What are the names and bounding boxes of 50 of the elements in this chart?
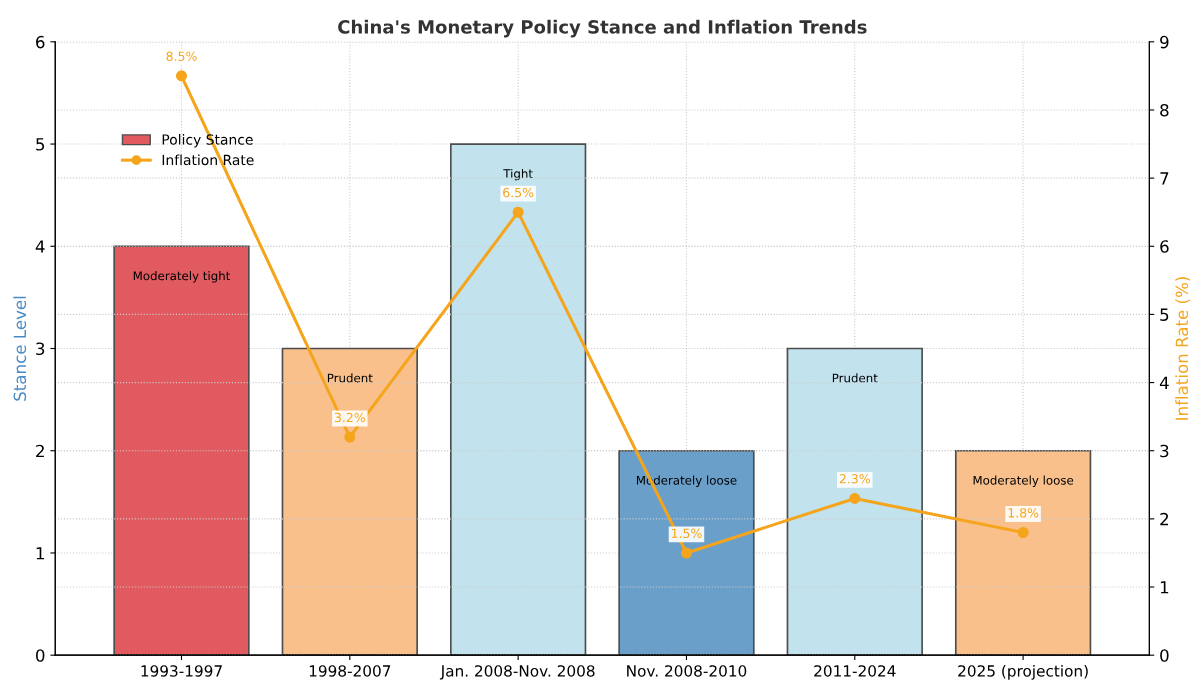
chart-title: China's Monetary Policy Stance and Inflation Trends — [338, 19, 867, 38]
data-label: 1.5% — [671, 528, 702, 539]
point — [175, 70, 188, 82]
point — [1017, 526, 1029, 539]
x-tick-label: Jan. 2008-Nov. 2008 — [439, 665, 595, 680]
data-label: 8.5% — [166, 51, 197, 61]
y-tick-label: 3 — [36, 342, 45, 356]
bar — [449, 143, 587, 656]
x-tick-label: Nov. 2008-2010 — [627, 665, 747, 677]
y2-tick-label: 2 — [1160, 512, 1169, 526]
y-tick-label: 0 — [36, 649, 45, 662]
data-label: 1.8% — [1008, 508, 1039, 518]
y2-tick-label: 0 — [1160, 649, 1169, 662]
y2-tick-label: 1 — [1160, 581, 1169, 594]
point — [512, 206, 524, 218]
y2-tick-label: 3 — [1160, 444, 1169, 458]
data-label: 6.5% — [503, 187, 534, 198]
x-tick-label: 1998-2007 — [309, 665, 391, 677]
bar — [618, 449, 755, 656]
x-tick-label: 1993-1997 — [141, 665, 222, 677]
y2-tick-label: 6 — [1160, 240, 1169, 253]
annotation: Tight — [503, 168, 533, 181]
y-axis-title: Stance Level — [13, 296, 27, 401]
annotation: Moderately loose — [973, 475, 1074, 487]
x-tick-label: 2011-2024 — [814, 665, 896, 677]
bar — [954, 449, 1092, 656]
y2-axis-title: Inflation Rate (%) — [1175, 277, 1191, 420]
y-tick-label: 4 — [35, 240, 45, 253]
bar — [786, 347, 923, 656]
data-label: 2.3% — [839, 474, 870, 484]
y2-tick-label: 5 — [1160, 308, 1169, 321]
y-tick-label: 1 — [36, 547, 44, 560]
point — [344, 431, 356, 443]
legend-label: Inflation Rate — [162, 154, 254, 166]
point — [680, 547, 693, 559]
y-tick-label: 2 — [36, 444, 44, 458]
bar — [113, 245, 250, 656]
annotation: Prudent — [327, 373, 373, 383]
annotation: Moderately tight — [133, 271, 231, 283]
data-label: 3.2% — [334, 412, 365, 423]
y2-tick-label: 8 — [1160, 103, 1169, 117]
point — [849, 492, 861, 504]
bar — [281, 347, 418, 656]
x-tick-label: 2025 (projection) — [958, 664, 1088, 680]
y2-tick-label: 7 — [1160, 172, 1169, 185]
y-tick-label: 6 — [36, 35, 45, 49]
y2-tick-label: 4 — [1159, 376, 1169, 389]
annotation: Prudent — [832, 373, 878, 383]
y-tick-label: 5 — [36, 138, 45, 151]
y2-tick-label: 9 — [1160, 35, 1169, 49]
